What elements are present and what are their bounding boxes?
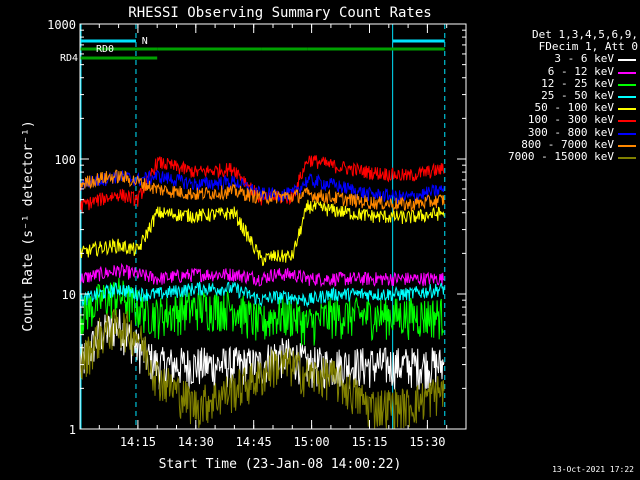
x-tick-label: 15:30 [409, 435, 445, 449]
legend-swatch [618, 156, 636, 159]
legend-swatch [618, 132, 636, 135]
legend-swatch [618, 95, 636, 98]
legend-entry: 50 - 100 keV [478, 101, 638, 115]
legend-entry-label: 300 - 800 keV [527, 125, 614, 139]
legend-header-line-2: FDecim 1, Att 0 [538, 40, 638, 54]
legend-swatch [618, 59, 636, 62]
rd0-label: RD0 [96, 44, 114, 55]
y-tick-label: 1000 [47, 18, 76, 32]
x-axis-label: Start Time (23-Jan-08 14:00:22) [159, 457, 402, 472]
legend-entry: 25 - 50 keV [478, 88, 638, 102]
timestamp: 13-Oct-2021 17:22 [552, 465, 634, 474]
legend-swatch [618, 120, 636, 123]
legend-swatch [618, 83, 636, 86]
x-tick-label: 14:30 [178, 435, 214, 449]
y-tick-label: 100 [54, 153, 76, 167]
x-tick-label: 14:45 [236, 435, 272, 449]
legend-entry-label: 800 - 7000 keV [521, 137, 614, 151]
series-line-8 [79, 309, 445, 430]
chart-title: RHESSI Observing Summary Count Rates [128, 5, 431, 21]
series-line-1 [79, 262, 445, 288]
legend: Det 1,3,4,5,6,9, FDecim 1, Att 0 3 - 6 k… [478, 28, 638, 163]
series-line-4 [79, 199, 445, 267]
x-tick-label: 14:15 [120, 435, 156, 449]
x-tick-label: 15:15 [351, 435, 387, 449]
y-axis-label: Count Rate (s⁻¹ detector⁻¹) [21, 120, 36, 331]
series-line-3 [79, 281, 445, 308]
series-line-5 [79, 155, 445, 213]
x-tick-label: 15:00 [294, 435, 330, 449]
legend-entry-label: 100 - 300 keV [527, 113, 614, 127]
rd4-label: RD4 [60, 53, 78, 64]
legend-entry-label: 12 - 25 keV [541, 76, 614, 90]
legend-entry: 12 - 25 keV [478, 76, 638, 90]
legend-swatch [618, 108, 636, 111]
legend-entry-label: 3 - 6 keV [554, 52, 614, 66]
series-line-6 [79, 169, 445, 204]
legend-entry-label: 6 - 12 keV [547, 64, 614, 78]
legend-entry: 7000 - 15000 keV [478, 149, 638, 163]
legend-swatch [618, 144, 636, 147]
night-label: N [142, 36, 148, 47]
legend-rows: 3 - 6 keV 6 - 12 keV 12 - 25 keV 25 - 50 ke… [478, 53, 638, 163]
y-tick-label: 10 [62, 288, 76, 302]
legend-entry-label: 7000 - 15000 keV [508, 149, 614, 163]
series-line-2 [79, 277, 445, 346]
legend-entry: 100 - 300 keV [478, 114, 638, 126]
series-layer [79, 155, 445, 430]
legend-entry: 6 - 12 keV [478, 64, 638, 78]
legend-swatch [618, 71, 636, 74]
legend-header-line-1: Det 1,3,4,5,6,9, [532, 28, 638, 41]
legend-entry-label: 50 - 100 keV [534, 101, 614, 115]
legend-entry: 3 - 6 keV [478, 53, 638, 65]
legend-entry: 300 - 800 keV [478, 125, 638, 139]
marker-layer: N RD0 RD4 [60, 24, 446, 429]
legend-entry: 800 - 7000 keV [478, 137, 638, 151]
legend-entry-label: 25 - 50 keV [541, 88, 614, 102]
series-line-7 [79, 169, 445, 212]
axes-layer: 1 10 100 1000 14:15 14:30 14:45 15:00 15:15 15:30 [47, 18, 467, 449]
y-tick-label: 1 [69, 423, 76, 437]
